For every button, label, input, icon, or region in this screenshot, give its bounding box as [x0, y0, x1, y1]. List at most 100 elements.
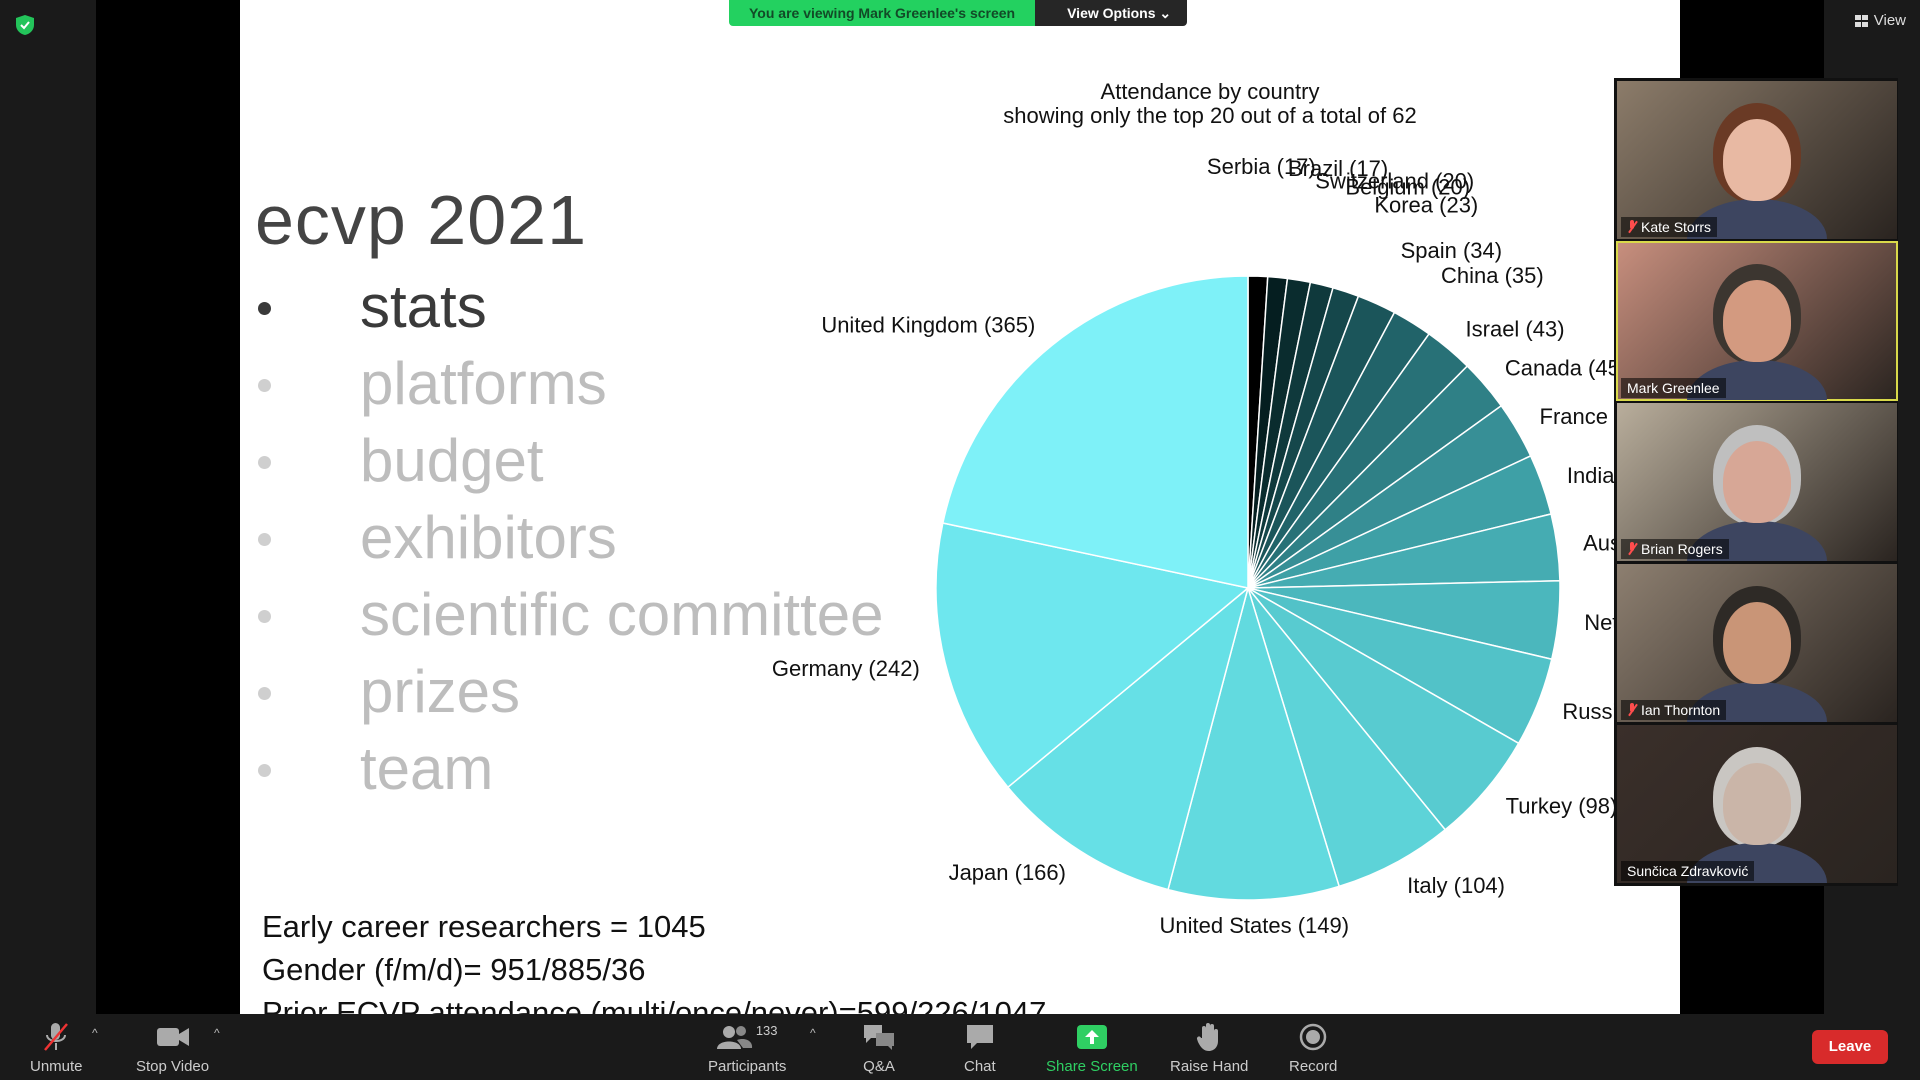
slide-bullet-item: prizes — [258, 653, 883, 730]
chart-title-block: Attendance by country showing only the t… — [960, 80, 1460, 128]
share-screen-button[interactable]: Share Screen — [1046, 1020, 1138, 1075]
slide-bullet-item: stats — [258, 268, 883, 345]
participant-video-tile[interactable]: Mark Greenlee — [1616, 241, 1898, 401]
participant-video-tile[interactable]: Brian Rogers — [1617, 403, 1897, 561]
slide-bullet-list: stats platforms budget exhibitors scientific… — [258, 268, 883, 807]
participant-face — [1723, 119, 1791, 201]
screen-share-banner: You are viewing Mark Greenlee's screen V… — [729, 0, 1188, 26]
participant-face — [1723, 441, 1791, 523]
participant-name: Ian Thornton — [1641, 702, 1721, 718]
participant-name: Brian Rogers — [1641, 541, 1723, 557]
participant-face — [1723, 763, 1791, 845]
slide-bullet-item: exhibitors — [258, 499, 883, 576]
video-camera-icon — [156, 1028, 189, 1046]
participants-options-caret-icon[interactable]: ^ — [810, 1026, 816, 1040]
pie-slice — [941, 275, 1249, 589]
record-button[interactable]: Record — [1289, 1020, 1337, 1075]
participants-icon — [716, 1026, 752, 1049]
pie-slice — [935, 522, 1250, 789]
pie-slice-label: Israel (43) — [1466, 316, 1565, 341]
raise-hand-icon — [1197, 1023, 1219, 1051]
pie-slice-label: Japan (166) — [949, 860, 1066, 885]
view-options-label: View Options — [1067, 5, 1156, 21]
chat-bubble-icon — [966, 1025, 993, 1049]
pie-slice — [1247, 587, 1447, 888]
security-shield-icon[interactable] — [14, 14, 36, 36]
slide-bullet-item: scientific committee — [258, 576, 883, 653]
participants-button[interactable]: 133 Participants — [708, 1020, 787, 1076]
participant-video-gallery: Kate Storrs Mark Greenlee Brian Rogers Ian … — [1614, 78, 1898, 886]
slide-title: ecvp 2021 — [255, 181, 588, 259]
stop-video-label: Stop Video — [136, 1058, 210, 1075]
microphone-muted-icon — [1627, 703, 1637, 717]
unmute-label: Unmute — [30, 1058, 83, 1075]
attendance-pie-chart: Serbia (17)Brazil (17)Switzerland (20)Be… — [772, 154, 1680, 938]
share-screen-label: Share Screen — [1046, 1058, 1138, 1075]
view-options-button[interactable]: View Options ⌄ — [1035, 0, 1188, 26]
pie-slice-label: Serbia (17) — [1207, 154, 1316, 179]
participant-name-tag: Sunčica Zdravković — [1621, 861, 1755, 881]
participant-video-tile[interactable]: Kate Storrs — [1617, 81, 1897, 239]
participant-name-tag: Kate Storrs — [1621, 217, 1718, 237]
pie-slice-label: Germany (242) — [772, 656, 920, 681]
leave-button[interactable]: Leave — [1812, 1030, 1888, 1064]
participant-name: Kate Storrs — [1641, 219, 1712, 235]
pie-slice-label: Spain (34) — [1401, 238, 1503, 263]
qa-label: Q&A — [863, 1058, 895, 1075]
unmute-button[interactable]: Unmute — [30, 1020, 83, 1075]
pie-slice-label: China (35) — [1441, 263, 1544, 288]
microphone-muted-icon — [1627, 542, 1637, 556]
chat-button[interactable]: Chat — [964, 1020, 996, 1075]
pie-slice — [1167, 585, 1341, 901]
left-panel — [0, 0, 96, 1014]
pie-slice-label: United Kingdom (365) — [821, 312, 1035, 337]
participants-label: Participants — [708, 1058, 787, 1075]
pie-slice-label: Turkey (98) — [1506, 794, 1618, 819]
raise-hand-button[interactable]: Raise Hand — [1170, 1020, 1248, 1075]
audio-options-caret-icon[interactable]: ^ — [92, 1026, 98, 1040]
pie-slice-label: Canada (45) — [1505, 355, 1627, 380]
slide-bullet-item: platforms — [258, 345, 883, 422]
microphone-muted-icon — [1627, 220, 1637, 234]
chart-subtitle: showing only the top 20 out of a total o… — [1003, 103, 1417, 128]
qa-bubbles-icon — [864, 1025, 894, 1050]
view-button[interactable]: View — [1854, 12, 1906, 29]
pie-slice-label: Switzerland (20) — [1315, 169, 1474, 194]
video-options-caret-icon[interactable]: ^ — [214, 1026, 220, 1040]
stats-line: Prior ECVP attendance (multi/once/never)… — [262, 995, 1047, 1014]
pie-slice-label: United States (149) — [1160, 913, 1350, 938]
participant-video-tile[interactable]: Sunčica Zdravković — [1617, 725, 1897, 883]
stop-video-button[interactable]: Stop Video — [136, 1020, 209, 1075]
participant-video-tile[interactable]: Ian Thornton — [1617, 564, 1897, 722]
pie-slice-label: Italy (104) — [1407, 873, 1505, 898]
shared-screen-slide: ecvp 2021 stats platforms budget exhibitors… — [240, 0, 1680, 1014]
participant-name-tag: Mark Greenlee — [1621, 378, 1726, 398]
chat-label: Chat — [964, 1058, 996, 1075]
stats-line: Early career researchers = 1045 — [262, 909, 706, 944]
viewing-screen-message: You are viewing Mark Greenlee's screen — [729, 0, 1036, 26]
view-button-label: View — [1873, 12, 1906, 29]
pie-slice-label: Korea (23) — [1374, 192, 1478, 217]
share-screen-arrow-icon — [1076, 1025, 1107, 1049]
slide-bullet-item: budget — [258, 422, 883, 499]
participants-count: 133 — [755, 1022, 778, 1038]
participant-name: Mark Greenlee — [1627, 380, 1720, 396]
stats-line: Gender (f/m/d)= 951/885/36 — [262, 952, 646, 987]
participant-face — [1723, 602, 1791, 684]
participant-name-tag: Ian Thornton — [1621, 700, 1727, 720]
chart-title: Attendance by country — [1100, 79, 1320, 104]
record-icon — [1299, 1023, 1327, 1051]
pie-slice-label: Belgium (20) — [1345, 175, 1470, 200]
pie-slice-label: Brazil (17) — [1288, 156, 1388, 181]
qa-button[interactable]: Q&A — [862, 1020, 896, 1075]
raise-hand-label: Raise Hand — [1170, 1058, 1249, 1075]
microphone-muted-icon — [44, 1023, 69, 1051]
chevron-down-icon: ⌄ — [1159, 5, 1172, 21]
record-label: Record — [1289, 1058, 1338, 1075]
participant-name-tag: Brian Rogers — [1621, 539, 1729, 559]
slide-stats-text: Early career researchers = 1045 Gender (f… — [262, 905, 1046, 1014]
pie-slice — [1006, 585, 1250, 891]
grid-icon — [1854, 14, 1868, 27]
slide-bullet-item: team — [258, 730, 883, 807]
letterbox-left — [96, 0, 240, 1014]
